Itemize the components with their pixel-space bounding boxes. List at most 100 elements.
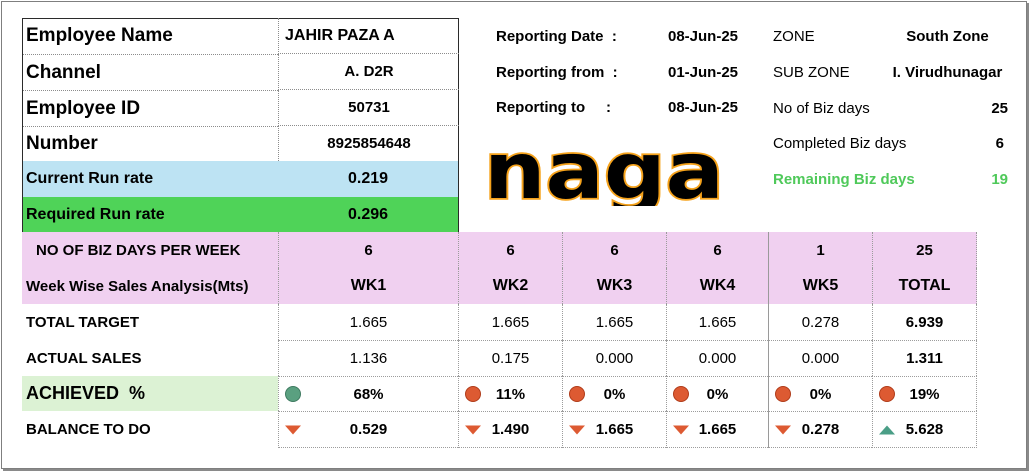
achieved-cell-value: 0% <box>706 385 729 403</box>
target-cell-value: 0.278 <box>801 313 840 331</box>
biz-days-cell-value: 1 <box>816 241 825 259</box>
balance-cell: 1.665 <box>562 411 666 448</box>
week-header-cell: WK2 <box>458 268 562 304</box>
biz-days-label: No of Biz days <box>773 99 870 117</box>
balance-cell: 1.665 <box>666 411 768 448</box>
status-red-circle-icon <box>465 386 481 402</box>
biz-days-cell-value: 6 <box>610 241 619 259</box>
actual-sales-label: ACTUAL SALES <box>26 349 142 367</box>
week-header-cell: WK4 <box>666 268 768 304</box>
balance-cell-value: 1.490 <box>491 421 530 438</box>
biz-days-cell-value: 6 <box>713 241 722 259</box>
balance-cell-value: 5.628 <box>905 421 944 438</box>
target-cell-value: 6.939 <box>905 313 944 331</box>
achieved-cell-value: 68% <box>353 385 384 403</box>
actual-cell: 1.136 <box>278 340 458 376</box>
actual-cell: 0.175 <box>458 340 562 376</box>
reporting-date-label: Reporting Date : <box>496 27 617 45</box>
balance-cell: 1.490 <box>458 411 562 448</box>
balance-cell: 5.628 <box>872 411 977 448</box>
target-cell-value: 1.665 <box>595 313 634 331</box>
week-header-cell: WK3 <box>562 268 666 304</box>
actual-cell-value: 0.000 <box>698 350 737 367</box>
required-run-rate-label: Required Run rate <box>23 197 458 232</box>
employee-id-value: 50731 <box>278 90 459 126</box>
employee-name-value: JAHIR PAZA A <box>278 18 459 54</box>
subzone-label: SUB ZONE <box>773 63 850 81</box>
actual-cell-value: 1.136 <box>349 350 388 367</box>
balance-to-do-label: BALANCE TO DO <box>26 421 151 438</box>
achieved-cell-value: 0% <box>603 385 626 403</box>
biz-days-cell: 6 <box>666 232 768 268</box>
achieved-cell-value: 0% <box>809 385 832 403</box>
week-header-cell: WK5 <box>768 268 872 304</box>
trend-down-triangle-icon <box>465 425 481 434</box>
target-cell: 1.665 <box>562 304 666 340</box>
balance-cell: 0.529 <box>278 411 458 448</box>
remaining-biz-days-value: 19 <box>991 170 1008 188</box>
biz-days-cell: 6 <box>458 232 562 268</box>
week-header-cell-value: WK2 <box>492 277 529 294</box>
number-label: Number <box>23 126 278 161</box>
status-red-circle-icon <box>569 386 585 402</box>
actual-cell-value: 0.175 <box>491 350 530 367</box>
required-run-rate-value: 0.296 <box>347 205 389 223</box>
target-cell: 1.665 <box>458 304 562 340</box>
balance-cell-value: 1.665 <box>595 421 634 438</box>
current-run-rate-value: 0.219 <box>347 170 389 187</box>
biz-days-cell: 25 <box>872 232 977 268</box>
actual-cell-value: 0.000 <box>595 350 634 367</box>
reporting-to-label: Reporting to : <box>496 98 611 116</box>
actual-cell: 1.311 <box>872 340 977 376</box>
status-red-circle-icon <box>775 386 791 402</box>
week-header-cell-value: WK1 <box>350 277 387 294</box>
achieved-cell: 68% <box>278 376 458 411</box>
week-header-cell-value: WK3 <box>596 277 633 294</box>
channel-value: A. D2R <box>278 54 459 90</box>
trend-down-triangle-icon <box>673 425 689 434</box>
biz-days-cell: 1 <box>768 232 872 268</box>
achieved-cell: 19% <box>872 376 977 411</box>
reporting-from-label: Reporting from : <box>496 63 618 81</box>
target-cell: 1.665 <box>278 304 458 340</box>
week-header-cell: WK1 <box>278 268 458 304</box>
balance-cell-value: 0.529 <box>349 421 388 438</box>
number-value: 8925854648 <box>278 126 459 161</box>
biz-days-cell-value: 6 <box>364 241 373 259</box>
biz-days-cell-value: 25 <box>916 241 933 259</box>
target-cell-value: 1.665 <box>698 313 737 331</box>
current-run-rate-label: Current Run rate <box>23 161 458 197</box>
actual-cell: 0.000 <box>562 340 666 376</box>
biz-days-per-week-label: NO OF BIZ DAYS PER WEEK <box>36 241 241 259</box>
achieved-cell: 0% <box>562 376 666 411</box>
trend-down-triangle-icon <box>775 425 791 434</box>
reporting-to-value: 08-Jun-25 <box>668 98 739 116</box>
week-header-cell: TOTAL <box>872 268 977 304</box>
target-cell-value: 1.665 <box>349 313 388 331</box>
balance-cell: 0.278 <box>768 411 872 448</box>
zone-value: South Zone <box>906 27 989 45</box>
channel-label: Channel <box>23 54 278 90</box>
reporting-from-value: 01-Jun-25 <box>668 63 739 81</box>
week-header-cell-value: TOTAL <box>898 277 951 294</box>
actual-cell: 0.000 <box>666 340 768 376</box>
employee-id-label: Employee ID <box>23 90 278 126</box>
target-cell: 1.665 <box>666 304 768 340</box>
table-header-bg <box>22 232 977 304</box>
balance-cell-value: 0.278 <box>801 421 840 438</box>
trend-down-triangle-icon <box>569 425 585 434</box>
zone-label: ZONE <box>773 27 815 45</box>
achieved-cell-value: 19% <box>909 385 940 403</box>
employee-name-label: Employee Name <box>26 25 173 46</box>
balance-cell-value: 1.665 <box>698 421 737 438</box>
total-target-label: TOTAL TARGET <box>26 313 140 331</box>
week-header-cell-value: WK4 <box>699 277 736 294</box>
achieved-cell: 11% <box>458 376 562 411</box>
naga-logo: naga <box>482 140 726 206</box>
week-header-cell-value: WK5 <box>802 277 839 294</box>
naga-logo-text: naga <box>484 140 724 206</box>
actual-cell-value: 0.000 <box>801 350 840 367</box>
week-wise-label: Week Wise Sales Analysis(Mts) <box>26 277 249 295</box>
reporting-date-value: 08-Jun-25 <box>668 27 739 45</box>
status-green-circle-icon <box>285 386 301 402</box>
